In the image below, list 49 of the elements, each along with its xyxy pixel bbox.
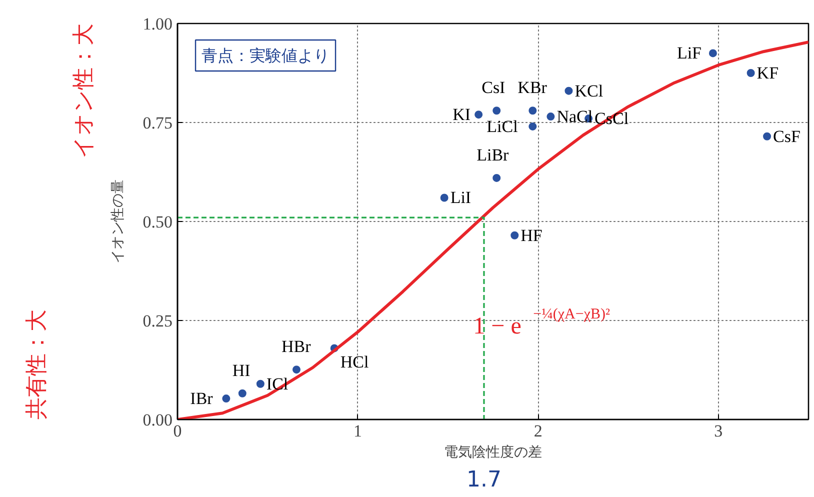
annotation: CsF: [773, 126, 800, 146]
annotation: KBr: [518, 78, 548, 98]
y-tick-label: 0.00: [142, 410, 172, 430]
point: [708, 49, 717, 58]
annotation: HBr: [281, 337, 312, 356]
x-tick-label: 3: [714, 422, 723, 440]
annotation: LiBr: [476, 145, 510, 164]
annotation: ICl: [266, 374, 288, 394]
annotation: LiI: [450, 188, 472, 208]
point: [528, 106, 537, 115]
x-tick-label: 2: [534, 422, 542, 440]
point: [546, 112, 555, 121]
annotation: CsI: [482, 78, 506, 98]
annotation: HI: [232, 360, 251, 380]
x-tick-label: 1: [354, 422, 362, 440]
annotation: LiF: [676, 44, 702, 63]
y-tick-label: 0.25: [142, 312, 172, 330]
point: [238, 389, 246, 398]
annotation: LiCl: [486, 116, 518, 136]
point: [763, 132, 772, 140]
point: [510, 231, 519, 240]
point: [492, 174, 501, 182]
annotation: HCl: [340, 352, 369, 372]
point: [440, 194, 448, 202]
x-axis-title: 電気陰性度の差: [444, 444, 542, 460]
annotation: 青点：実験値より: [202, 46, 330, 66]
point: [474, 110, 483, 119]
y-tick-label: 0.50: [142, 212, 172, 232]
annotation: KF: [756, 64, 779, 82]
text: イオン性：大: [72, 24, 96, 158]
text: 共有性：大: [24, 310, 50, 420]
y-tick-label: 0.75: [142, 114, 172, 132]
annotation: KCl: [574, 81, 604, 100]
annotation: HF: [520, 226, 542, 245]
annotation: IBr: [190, 389, 214, 408]
x-tick-label: 0: [173, 422, 182, 440]
y-axis-title: イオン性の量: [110, 180, 126, 264]
point: [292, 366, 300, 374]
annotation: NaCl: [556, 107, 593, 126]
annotation: 1.7: [466, 468, 502, 492]
point: [256, 380, 264, 388]
y-tick-label: 1.00: [142, 14, 172, 34]
point: [564, 86, 573, 95]
point: [746, 69, 755, 77]
point: [528, 122, 537, 130]
point: [492, 106, 501, 115]
annotation: 1 − e−¼(χA−χB)²: [473, 306, 610, 340]
annotation: KI: [452, 105, 471, 124]
point: [222, 394, 230, 403]
